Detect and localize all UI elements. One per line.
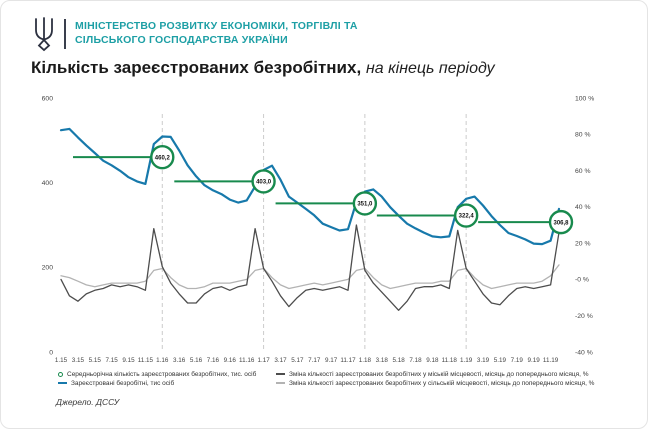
ministry-name: МІНІСТЕРСТВО РОЗВИТКУ ЕКОНОМІКИ, ТОРГІВЛ… bbox=[75, 20, 358, 47]
svg-text:11.18: 11.18 bbox=[442, 357, 458, 364]
ministry-name-line1: МІНІСТЕРСТВО РОЗВИТКУ ЕКОНОМІКИ, ТОРГІВЛ… bbox=[75, 20, 358, 33]
svg-text:9.16: 9.16 bbox=[224, 357, 237, 364]
legend-item-registered: Зареєстровані безробітні, тис осіб bbox=[58, 379, 256, 388]
unemployment-line-chart: 600 400 200 0 100 % 80 % 60 % 40 % 20 % -0 % -20 %… bbox=[42, 95, 595, 364]
svg-text:7.16: 7.16 bbox=[207, 357, 220, 364]
svg-text:40 %: 40 % bbox=[575, 204, 591, 211]
svg-text:11.16: 11.16 bbox=[239, 357, 255, 364]
svg-text:80 %: 80 % bbox=[575, 132, 591, 139]
svg-text:1.19: 1.19 bbox=[460, 357, 473, 364]
svg-text:3.17: 3.17 bbox=[274, 357, 287, 364]
svg-text:1.15: 1.15 bbox=[55, 357, 68, 364]
svg-text:460,2: 460,2 bbox=[155, 155, 171, 161]
legend-item-urban-change: Зміна кількості зареєстрованих безробітн… bbox=[276, 370, 594, 379]
legend-item-annual-average: Середньорічна кількість зареєстрованих б… bbox=[58, 370, 256, 379]
svg-text:351,0: 351,0 bbox=[357, 202, 373, 208]
ministry-name-line2: СІЛЬСЬКОГО ГОСПОДАРСТВА УКРАЇНИ bbox=[75, 34, 288, 46]
legend-item-rural-change: Зміна кількості зареєстрованих безробітн… bbox=[276, 379, 594, 388]
header-divider bbox=[64, 19, 66, 49]
svg-text:-40 %: -40 % bbox=[575, 349, 593, 356]
source-note: Джерело. ДССУ bbox=[56, 397, 120, 407]
legend-label: Зареєстровані безробітні, тис осіб bbox=[71, 380, 175, 387]
legend-label: Зміна кількості зареєстрованих безробітн… bbox=[289, 371, 589, 378]
svg-text:600: 600 bbox=[42, 95, 54, 102]
svg-text:5.15: 5.15 bbox=[89, 357, 102, 364]
svg-text:1.17: 1.17 bbox=[257, 357, 270, 364]
svg-text:7.17: 7.17 bbox=[308, 357, 321, 364]
svg-text:5.17: 5.17 bbox=[291, 357, 304, 364]
blue-line-icon bbox=[58, 382, 67, 385]
svg-text:60 %: 60 % bbox=[575, 168, 591, 175]
svg-text:-20 %: -20 % bbox=[575, 313, 593, 320]
svg-text:3.18: 3.18 bbox=[376, 357, 389, 364]
svg-text:5.19: 5.19 bbox=[494, 357, 507, 364]
svg-text:400: 400 bbox=[42, 180, 54, 187]
svg-text:100 %: 100 % bbox=[575, 95, 594, 102]
svg-text:403,0: 403,0 bbox=[256, 180, 272, 186]
svg-text:7.18: 7.18 bbox=[409, 357, 422, 364]
svg-text:7.19: 7.19 bbox=[511, 357, 524, 364]
svg-text:5.16: 5.16 bbox=[190, 357, 203, 364]
svg-text:11.15: 11.15 bbox=[138, 357, 154, 364]
page-title: Кількість зареєстрованих безробітних, на… bbox=[31, 58, 495, 78]
header: МІНІСТЕРСТВО РОЗВИТКУ ЕКОНОМІКИ, ТОРГІВЛ… bbox=[31, 16, 358, 52]
svg-text:322,4: 322,4 bbox=[459, 214, 475, 220]
svg-text:20 %: 20 % bbox=[575, 240, 591, 247]
dark-line-icon bbox=[276, 373, 285, 376]
svg-text:3.15: 3.15 bbox=[72, 357, 85, 364]
title-suffix: на кінець періоду bbox=[365, 60, 495, 77]
svg-text:0: 0 bbox=[49, 349, 53, 356]
svg-text:9.17: 9.17 bbox=[325, 357, 338, 364]
svg-text:306,8: 306,8 bbox=[553, 220, 569, 226]
svg-text:200: 200 bbox=[42, 265, 54, 272]
svg-text:3.19: 3.19 bbox=[477, 357, 490, 364]
svg-text:7.15: 7.15 bbox=[106, 357, 119, 364]
light-line-icon bbox=[276, 382, 285, 385]
svg-text:1.16: 1.16 bbox=[156, 357, 169, 364]
average-circle-icon bbox=[58, 371, 63, 377]
svg-text:9.19: 9.19 bbox=[528, 357, 541, 364]
svg-text:9.18: 9.18 bbox=[426, 357, 439, 364]
svg-text:1.18: 1.18 bbox=[359, 357, 372, 364]
legend-label: Зміна кількості зареєстрованих безробітн… bbox=[289, 380, 595, 387]
svg-text:3.16: 3.16 bbox=[173, 357, 186, 364]
svg-text:11.19: 11.19 bbox=[543, 357, 559, 364]
ukraine-trident-icon bbox=[35, 17, 53, 52]
svg-text:5.18: 5.18 bbox=[392, 357, 405, 364]
svg-text:-0 %: -0 % bbox=[575, 277, 589, 284]
title-main: Кількість зареєстрованих безробітних, bbox=[31, 58, 362, 77]
legend-label: Середньорічна кількість зареєстрованих б… bbox=[67, 371, 257, 378]
svg-text:11.17: 11.17 bbox=[340, 357, 356, 364]
svg-text:9.15: 9.15 bbox=[122, 357, 135, 364]
